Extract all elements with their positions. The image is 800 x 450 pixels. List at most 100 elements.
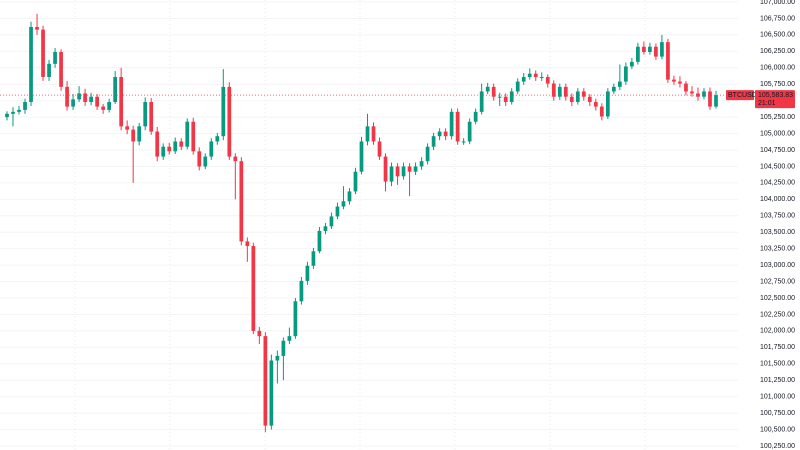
y-tick-label: 102,250.00 bbox=[760, 311, 795, 318]
y-tick-label: 106,250.00 bbox=[760, 48, 795, 55]
candle-body bbox=[473, 111, 478, 122]
candle-body bbox=[377, 141, 382, 157]
y-tick-label: 104,250.00 bbox=[760, 180, 795, 187]
candle-body bbox=[89, 96, 93, 102]
price-box bbox=[755, 90, 795, 109]
candle-body bbox=[83, 93, 87, 102]
candle-body bbox=[648, 46, 652, 52]
candle-body bbox=[257, 330, 262, 337]
candle-body bbox=[137, 126, 142, 142]
candle-body bbox=[185, 121, 190, 147]
y-tick-label: 101,750.00 bbox=[760, 344, 795, 351]
candle-body bbox=[611, 86, 616, 92]
candle-body bbox=[533, 73, 538, 77]
candle-body bbox=[401, 166, 406, 177]
candle-body bbox=[557, 86, 562, 97]
candle-body bbox=[642, 46, 646, 52]
candle-body bbox=[708, 91, 712, 107]
candle-body bbox=[173, 141, 178, 152]
last-price-label: 105,583.83 bbox=[758, 92, 793, 99]
candle-body bbox=[53, 51, 57, 64]
candle-body bbox=[179, 141, 184, 147]
candle-body bbox=[287, 336, 292, 341]
candle-body bbox=[329, 216, 334, 227]
y-tick-label: 105,750.00 bbox=[760, 81, 795, 88]
candle-body bbox=[690, 91, 694, 94]
candle-body bbox=[599, 106, 604, 117]
candle-body bbox=[479, 91, 484, 112]
candle-body bbox=[155, 131, 160, 157]
candle-body bbox=[299, 280, 304, 302]
candle-body bbox=[113, 76, 118, 102]
candle-body bbox=[317, 230, 322, 252]
candle-body bbox=[389, 166, 394, 182]
y-tick-label: 101,000.00 bbox=[760, 394, 795, 401]
candle-body bbox=[29, 26, 33, 102]
y-tick-label: 106,000.00 bbox=[760, 65, 795, 72]
y-tick-label: 105,250.00 bbox=[760, 114, 795, 121]
y-tick-label: 104,750.00 bbox=[760, 147, 795, 154]
candle-body bbox=[131, 129, 136, 142]
candle-body bbox=[281, 340, 286, 356]
candle-body bbox=[461, 141, 466, 143]
candle-body bbox=[41, 29, 45, 77]
candle-body bbox=[449, 111, 454, 137]
candle-body bbox=[425, 146, 430, 162]
time-grid bbox=[74, 0, 646, 450]
candle-body bbox=[125, 126, 130, 130]
candle-body bbox=[35, 26, 39, 30]
candle-body bbox=[77, 93, 81, 100]
y-tick-label: 106,750.00 bbox=[760, 15, 795, 22]
candle-body bbox=[581, 91, 586, 97]
candle-body bbox=[491, 86, 496, 97]
candle-body bbox=[660, 42, 664, 57]
candle-body bbox=[527, 73, 532, 77]
candle-body bbox=[65, 86, 69, 107]
candle-body bbox=[545, 76, 550, 84]
candle-body bbox=[209, 141, 214, 157]
candle-body bbox=[521, 76, 526, 82]
candle-body bbox=[636, 46, 640, 62]
candle-body bbox=[107, 101, 112, 110]
candle-body bbox=[23, 101, 27, 110]
y-tick-label: 104,500.00 bbox=[760, 163, 795, 170]
candle-body bbox=[119, 76, 124, 127]
symbol-label: BTCUSD bbox=[728, 92, 757, 99]
candle-body bbox=[587, 96, 592, 102]
candle-body bbox=[617, 81, 622, 87]
candle-body bbox=[251, 246, 256, 331]
candle-body bbox=[539, 76, 544, 78]
candle-body bbox=[563, 86, 568, 97]
candle-body bbox=[630, 61, 634, 67]
candle-body bbox=[311, 251, 316, 266]
candle-body bbox=[245, 241, 250, 247]
y-tick-label: 105,000.00 bbox=[760, 130, 795, 137]
candle-body bbox=[702, 91, 706, 97]
candle-body bbox=[95, 96, 99, 107]
candle-body bbox=[575, 91, 580, 102]
candle-body bbox=[431, 136, 436, 147]
candle-body bbox=[654, 46, 658, 57]
candle-body bbox=[239, 161, 244, 242]
candle-body bbox=[437, 131, 442, 137]
candle-body bbox=[666, 42, 670, 80]
y-tick-label: 100,500.00 bbox=[760, 426, 795, 433]
candle-body bbox=[269, 360, 274, 426]
candle-body bbox=[17, 109, 21, 112]
candle-body bbox=[515, 81, 520, 92]
y-tick-label: 101,250.00 bbox=[760, 377, 795, 384]
candle-body bbox=[203, 156, 208, 167]
candle-body bbox=[455, 111, 460, 142]
candle-body bbox=[509, 91, 514, 102]
candle-body bbox=[624, 66, 628, 82]
candle-body bbox=[485, 86, 490, 92]
candle-body bbox=[413, 166, 418, 172]
candle-body bbox=[467, 121, 472, 142]
candle-body bbox=[233, 156, 238, 162]
candle-body bbox=[684, 83, 688, 92]
candle-body bbox=[305, 265, 310, 281]
candle-body bbox=[143, 101, 148, 127]
candle-body bbox=[371, 126, 376, 142]
candle-body bbox=[71, 99, 75, 107]
candle-body bbox=[407, 166, 412, 172]
